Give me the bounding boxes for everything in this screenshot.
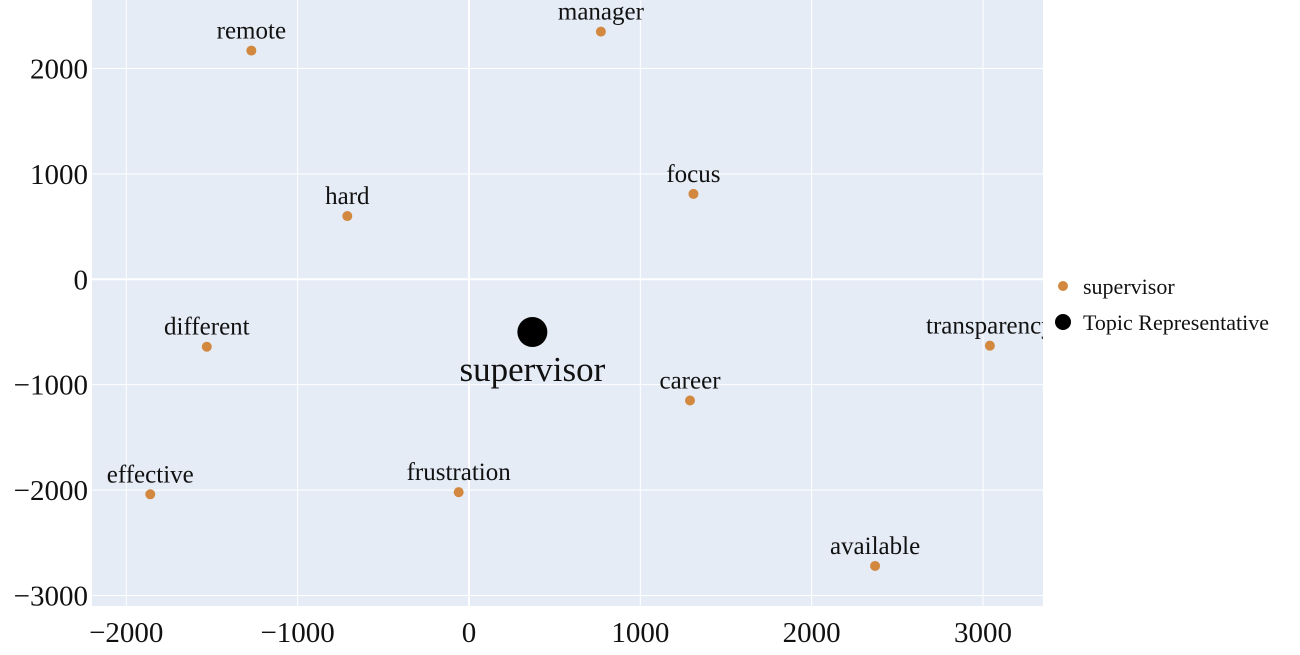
keyword-point[interactable] (984, 340, 995, 351)
x-tick-label: −2000 (89, 617, 163, 649)
y-tick-label: 2000 (30, 54, 88, 86)
keyword-label: frustration (407, 459, 512, 486)
x-tick-label: 2000 (783, 617, 841, 649)
keyword-label: manager (558, 0, 645, 26)
keyword-label: different (164, 314, 250, 341)
keyword-point[interactable] (595, 26, 606, 37)
legend-label: Topic Representative (1083, 310, 1269, 335)
keyword-label: available (830, 533, 920, 560)
plot-area (92, 0, 1043, 606)
legend-label: supervisor (1083, 274, 1175, 299)
keyword-point[interactable] (688, 188, 699, 199)
y-tick-label: −1000 (14, 370, 88, 402)
keyword-label: transparency (926, 313, 1054, 340)
legend-item[interactable]: supervisor (1058, 274, 1175, 299)
y-tick-label: −2000 (14, 475, 88, 507)
y-tick-label: −3000 (14, 580, 88, 612)
keyword-point[interactable] (201, 341, 212, 352)
legend-marker (1058, 281, 1068, 291)
keyword-point[interactable] (453, 487, 464, 498)
topic-representative-point[interactable] (517, 316, 548, 347)
x-axis-ticks: −2000 −1000 0 1000 2000 3000 (89, 617, 1012, 649)
keyword-label: focus (666, 161, 720, 188)
y-tick-label: 0 (74, 264, 89, 296)
keyword-label: hard (325, 183, 370, 210)
keyword-point[interactable] (685, 395, 696, 406)
keyword-point[interactable] (246, 45, 257, 56)
topic-representative-label: supervisor (459, 350, 605, 389)
legend-marker (1055, 314, 1071, 330)
keyword-point[interactable] (342, 211, 353, 222)
x-tick-label: 1000 (611, 617, 669, 649)
keyword-label: effective (107, 461, 194, 488)
x-tick-label: −1000 (260, 617, 334, 649)
keyword-point[interactable] (870, 560, 881, 571)
x-tick-label: 3000 (954, 617, 1012, 649)
y-tick-label: 1000 (30, 159, 88, 191)
y-axis-ticks: −3000 −2000 −1000 0 1000 2000 (14, 54, 88, 613)
x-tick-label: 0 (462, 617, 477, 649)
grid-lines (92, 0, 1043, 606)
keyword-point[interactable] (145, 489, 156, 500)
keyword-label: career (659, 367, 721, 394)
data-points: remote manager hard focus different transpare… (107, 0, 1054, 571)
keyword-label: remote (217, 18, 286, 45)
legend-item[interactable]: Topic Representative (1055, 310, 1269, 335)
legend[interactable]: supervisor Topic Representative (1055, 274, 1269, 335)
